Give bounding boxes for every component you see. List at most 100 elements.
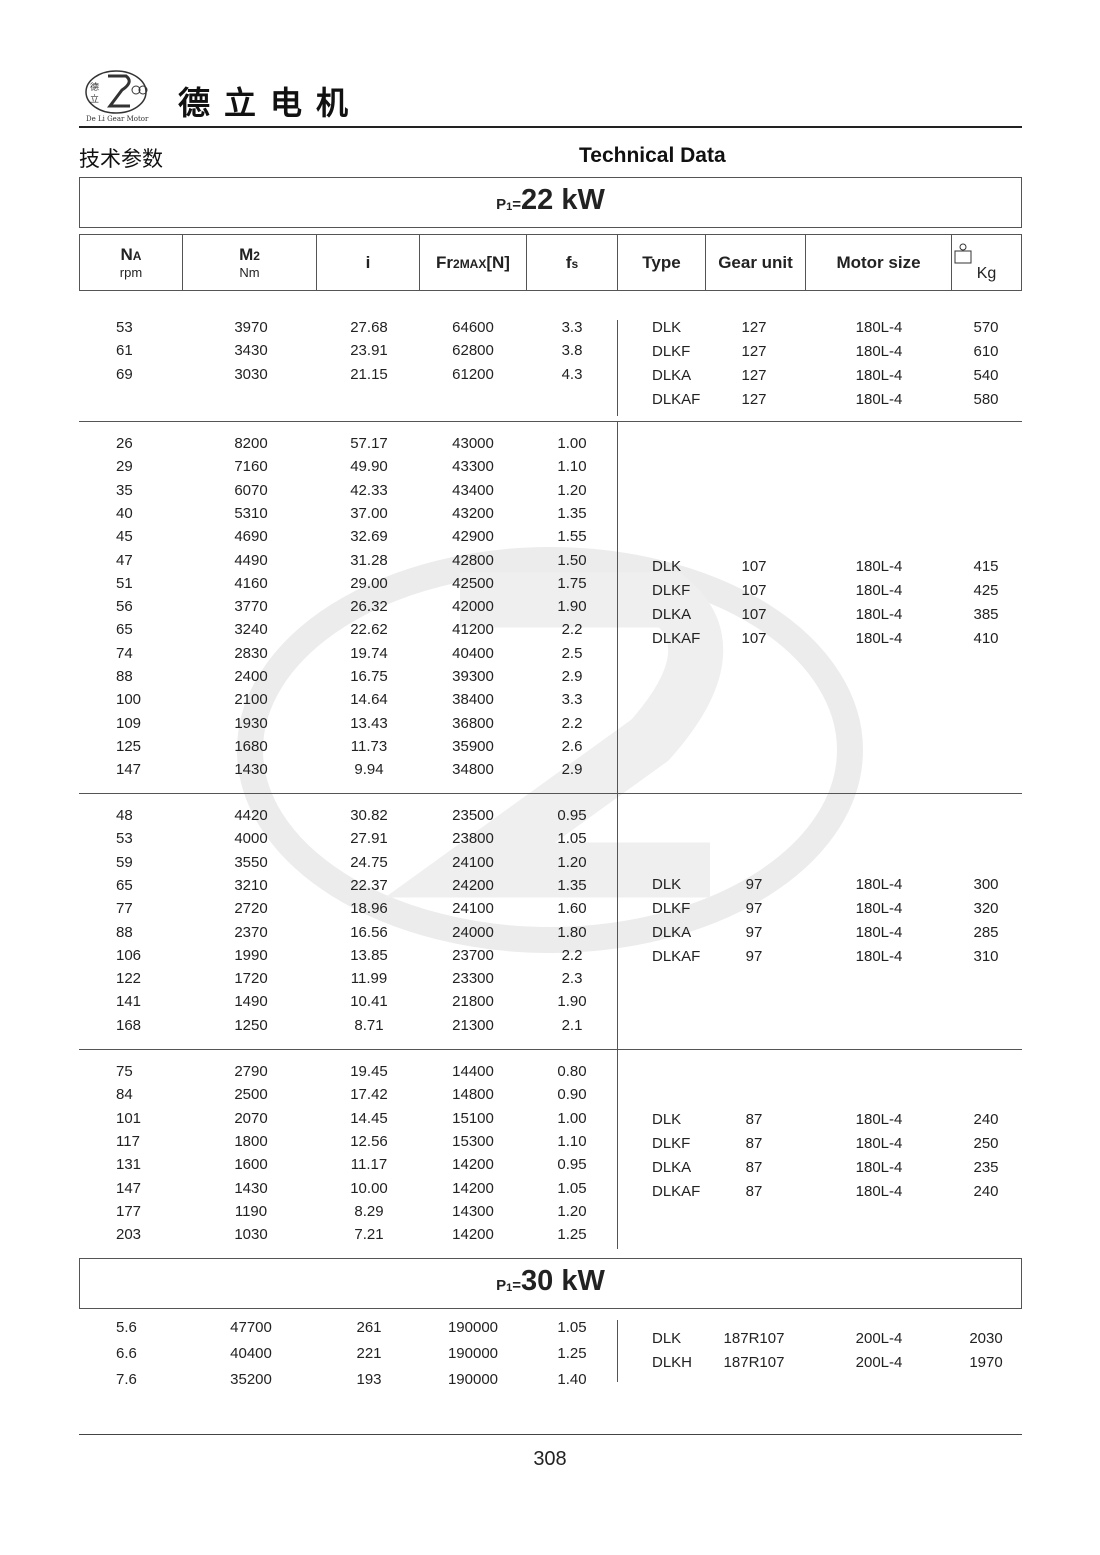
title-chinese: 技术参数	[79, 148, 163, 171]
torque-m2-cell: 2720	[234, 900, 268, 918]
power-value: 30 kW	[521, 1265, 605, 1297]
power-value: 22 kW	[521, 184, 605, 216]
svg-text:立: 立	[90, 93, 99, 105]
speed-na-cell: 101	[116, 1109, 142, 1127]
speed-na-cell: 61	[116, 342, 133, 360]
speed-na-cell: 203	[116, 1226, 142, 1244]
ratio-i-cell: 27.68	[350, 319, 388, 336]
radial-load-fr2max-cell: 21800	[452, 993, 494, 1011]
speed-na-cell: 53	[116, 319, 133, 336]
speed-na-cell: 88	[116, 923, 133, 941]
ratio-i-cell: 49.90	[350, 458, 388, 476]
ratio-i-cell: 10.41	[350, 993, 388, 1011]
motor-size-cell: 180L-4	[855, 319, 903, 336]
service-factor-fs-cell: 2.2	[561, 714, 583, 732]
service-factor-fs-cell: 1.00	[557, 435, 587, 452]
torque-m2-cell: 8200	[234, 435, 268, 452]
torque-m2-cell: 3210	[234, 876, 268, 894]
service-factor-fs-cell: 1.80	[557, 923, 587, 941]
torque-m2-cell: 1930	[234, 714, 268, 732]
torque-m2-cell: 35200	[230, 1371, 272, 1388]
ratio-i-cell: 11.17	[350, 1156, 388, 1174]
torque-m2-cell: 4160	[234, 574, 268, 592]
weight-icon	[954, 243, 972, 263]
radial-load-fr2max-cell: 64600	[452, 319, 494, 336]
torque-m2-cell: 1990	[234, 946, 268, 964]
service-factor-fs-cell: 2.3	[561, 970, 583, 988]
radial-load-fr2max-cell: 24100	[452, 900, 494, 918]
section-divider	[79, 1049, 1022, 1050]
radial-load-fr2max-cell: 43400	[452, 481, 494, 499]
torque-m2-cell: 1800	[234, 1132, 268, 1150]
type-cell: DLKF	[652, 343, 691, 360]
torque-m2-cell: 1030	[234, 1226, 268, 1244]
service-factor-fs-cell: 1.35	[557, 876, 587, 894]
ratio-i-cell: 221	[356, 1345, 382, 1362]
speed-na-cell: 6.6	[116, 1345, 137, 1362]
weight-kg-cell: 285	[973, 924, 999, 941]
column-weight: Kg	[952, 235, 1021, 290]
ratio-i-cell: 7.21	[354, 1226, 384, 1244]
weight-kg-cell: 410	[973, 630, 999, 647]
torque-m2-cell: 4000	[234, 830, 268, 848]
radial-load-fr2max-cell: 21300	[452, 1016, 494, 1034]
radial-load-fr2max-cell: 14300	[452, 1202, 494, 1220]
service-factor-fs-cell: 0.95	[557, 807, 587, 824]
service-factor-fs-cell: 2.6	[561, 737, 583, 755]
motor-size-cell: 180L-4	[855, 1183, 903, 1200]
column-divider	[617, 1320, 618, 1382]
speed-na-cell: 106	[116, 946, 142, 964]
watermark	[230, 540, 880, 1025]
ratio-i-cell: 31.28	[350, 551, 388, 569]
torque-m2-cell: 3430	[234, 342, 268, 360]
ratio-i-cell: 8.71	[354, 1016, 384, 1034]
speed-na-cell: 117	[116, 1132, 140, 1150]
gear-unit-cell: 127	[741, 391, 767, 408]
weight-kg-cell: 425	[973, 582, 999, 599]
ratio-i-cell: 27.91	[350, 830, 388, 848]
speed-na-cell: 109	[116, 714, 142, 732]
speed-na-cell: 29	[116, 458, 133, 476]
power-label-sub: 1	[506, 201, 513, 213]
weight-kg-cell: 240	[973, 1183, 999, 1200]
weight-kg-cell: 310	[973, 948, 999, 965]
speed-na-cell: 40	[116, 504, 133, 522]
column-na: NA rpm	[80, 235, 183, 290]
gear-unit-cell: 97	[745, 900, 763, 917]
radial-load-fr2max-cell: 43300	[452, 458, 494, 476]
type-cell: DLKAF	[652, 630, 701, 647]
speed-na-cell: 88	[116, 668, 133, 685]
service-factor-fs-cell: 1.90	[557, 598, 587, 616]
radial-load-fr2max-cell: 38400	[452, 691, 494, 709]
type-cell: DLKA	[652, 367, 692, 384]
gear-unit-cell: 107	[741, 630, 767, 647]
speed-na-cell: 100	[116, 691, 142, 709]
gear-unit-cell: 97	[745, 948, 763, 965]
header-divider	[79, 126, 1022, 128]
ratio-i-cell: 30.82	[350, 807, 388, 824]
company-logo: 德 立 De Li Gear Motor	[82, 68, 154, 129]
ratio-i-cell: 14.64	[350, 691, 388, 709]
speed-na-cell: 177	[116, 1202, 142, 1220]
gear-unit-cell: 127	[741, 319, 767, 336]
type-cell: DLKF	[652, 900, 691, 917]
motor-size-cell: 180L-4	[855, 582, 903, 599]
speed-na-cell: 48	[116, 807, 133, 824]
service-factor-fs-cell: 2.9	[561, 668, 583, 685]
radial-load-fr2max-cell: 42900	[452, 528, 494, 546]
power-label-sub: 1	[506, 1282, 513, 1294]
radial-load-fr2max-cell: 14200	[452, 1179, 494, 1197]
power-label: P	[496, 196, 507, 213]
torque-m2-cell: 3970	[234, 319, 268, 336]
radial-load-fr2max-cell: 35900	[452, 737, 494, 755]
ratio-i-cell: 17.42	[350, 1086, 388, 1104]
radial-load-fr2max-cell: 41200	[452, 621, 494, 639]
type-cell: DLK	[652, 319, 682, 336]
ratio-i-cell: 10.00	[350, 1179, 388, 1197]
torque-m2-cell: 2100	[234, 691, 268, 709]
radial-load-fr2max-cell: 14800	[452, 1086, 494, 1104]
gear-unit-cell: 87	[745, 1111, 763, 1128]
ratio-i-cell: 16.56	[350, 923, 388, 941]
torque-m2-cell: 4490	[234, 551, 268, 569]
type-cell: DLK	[652, 1111, 682, 1128]
